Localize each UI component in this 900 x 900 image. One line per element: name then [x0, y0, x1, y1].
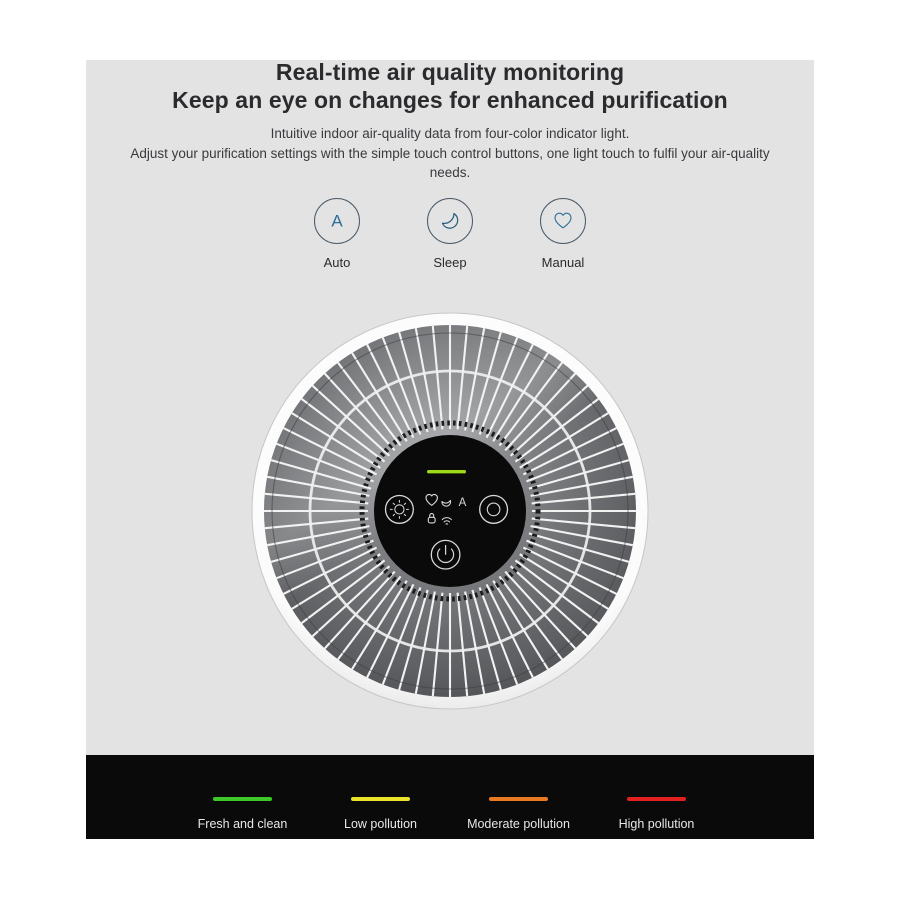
svg-text:A: A	[459, 497, 467, 509]
